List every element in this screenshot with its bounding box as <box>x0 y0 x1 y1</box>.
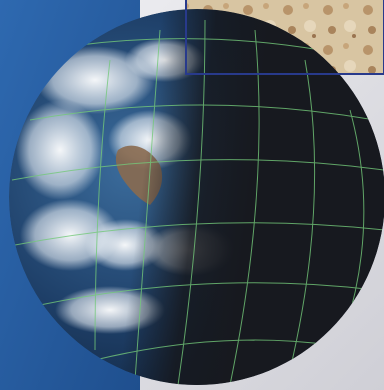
lat-lon-grid <box>11 19 384 385</box>
terrain-inset-border <box>185 0 384 75</box>
